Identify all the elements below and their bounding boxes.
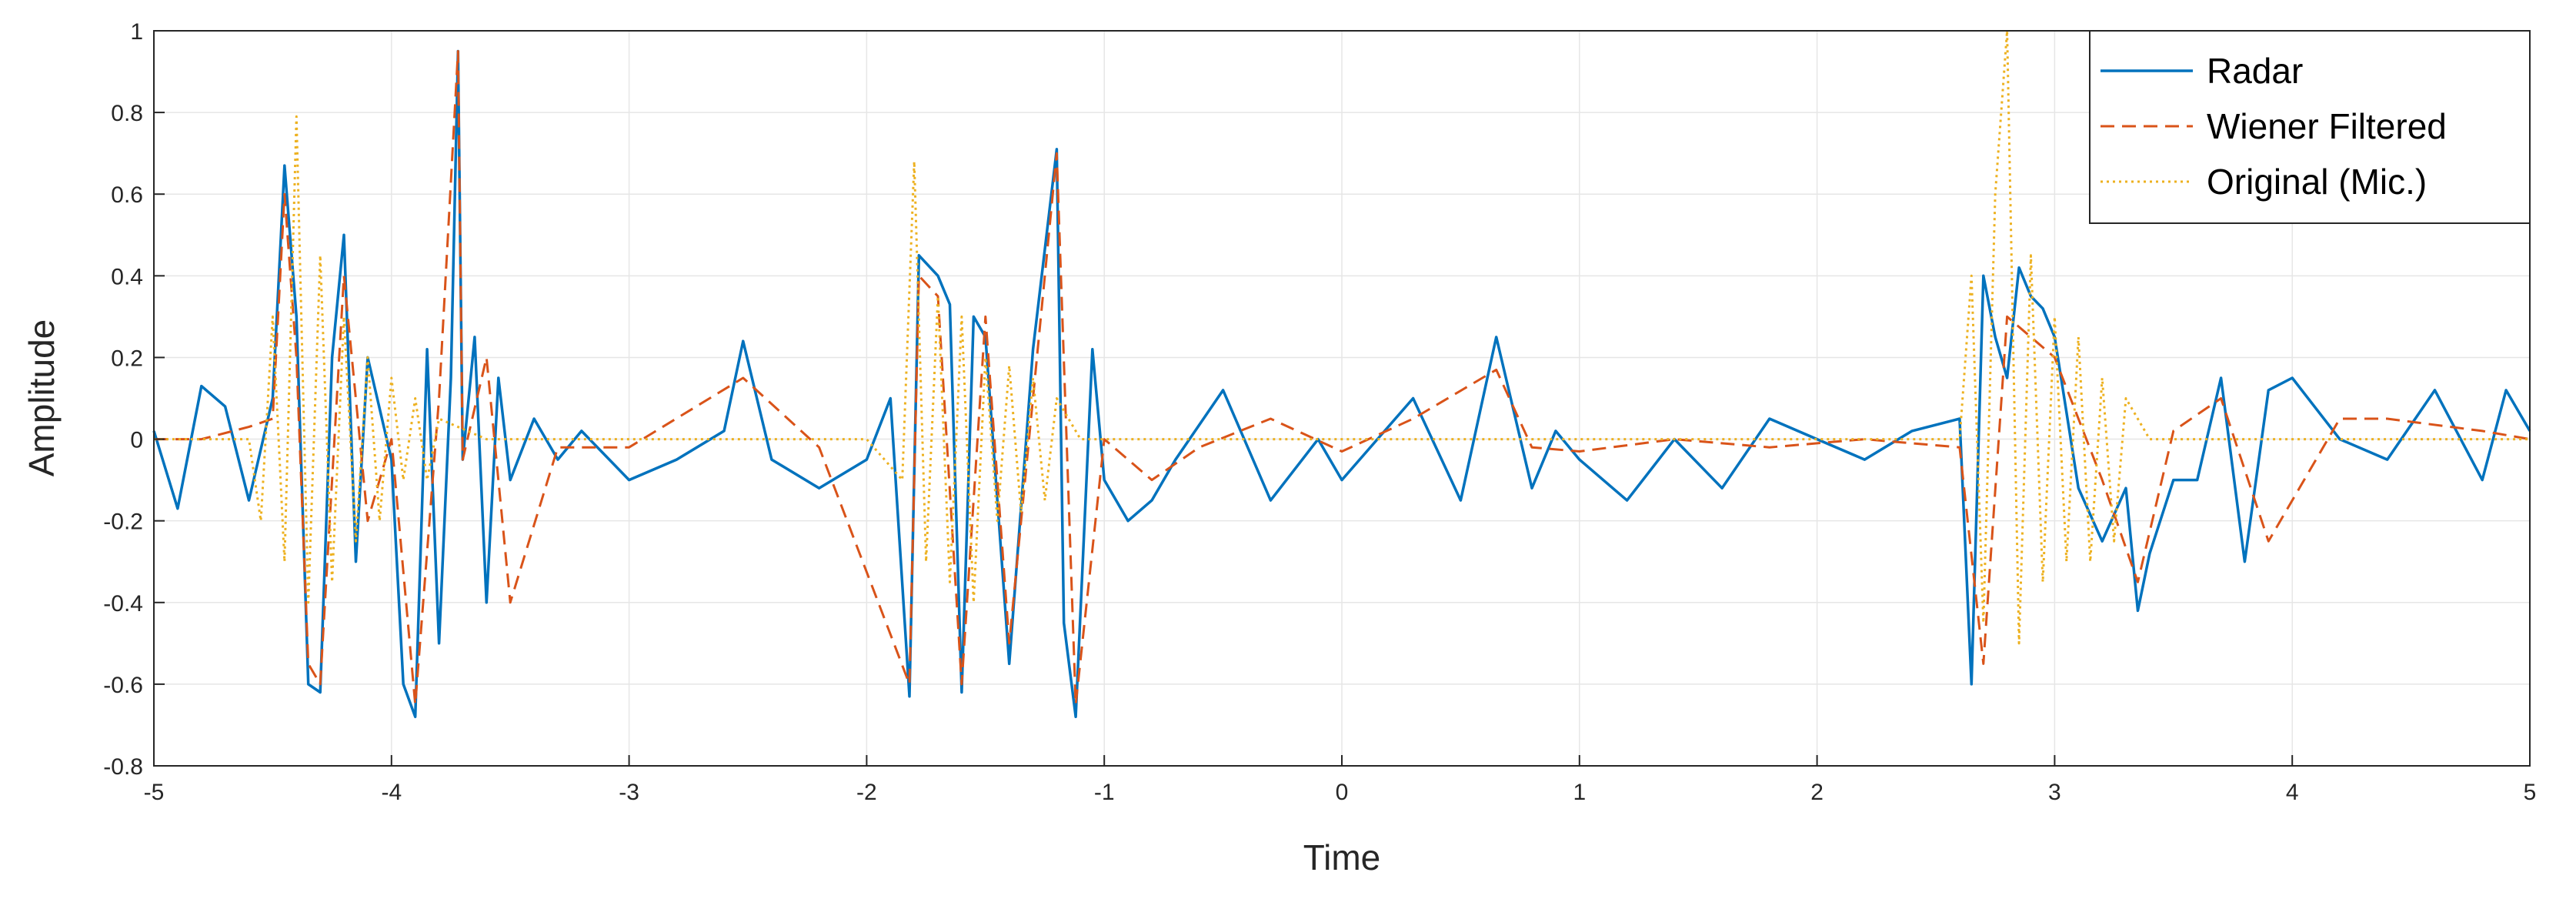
series-line-2 <box>154 50 2531 706</box>
x-tick-label: 1 <box>1573 780 1586 805</box>
y-tick-label: -0.8 <box>103 754 143 780</box>
x-tick-label: -4 <box>381 780 402 805</box>
y-tick-label: 0 <box>130 428 143 453</box>
x-tick-label: 5 <box>2524 780 2537 805</box>
legend: Radar Wiener Filtered Original (Mic.) <box>2089 30 2531 224</box>
x-tick-label: -1 <box>1094 780 1115 805</box>
legend-label-3: Original (Mic.) <box>2207 162 2427 202</box>
y-tick-label: 0.6 <box>111 182 143 208</box>
x-tick-label: 0 <box>1336 780 1349 805</box>
series-line-3 <box>154 29 2530 645</box>
x-tick-label: -5 <box>144 780 165 805</box>
legend-label-1: Radar <box>2207 51 2303 91</box>
y-tick-label: 0.4 <box>111 264 143 289</box>
x-tick-label: -2 <box>856 780 877 805</box>
x-tick-label: 4 <box>2286 780 2299 805</box>
x-tick-label: 2 <box>1810 780 1824 805</box>
legend-label-2: Wiener Filtered <box>2207 106 2447 146</box>
x-tick-label: -3 <box>619 780 639 805</box>
series-layer <box>152 29 2531 719</box>
y-tick-label: 0.8 <box>111 101 143 126</box>
y-tick-label: -0.6 <box>103 673 143 698</box>
y-tick-label: 1 <box>130 19 143 45</box>
legend-box <box>2089 30 2531 224</box>
y-tick-label: -0.2 <box>103 510 143 535</box>
x-axis-title: Time <box>1303 837 1381 877</box>
y-axis-title: Amplitude <box>22 319 62 477</box>
series-line-1 <box>152 49 2531 719</box>
y-tick-label: -0.4 <box>103 591 143 617</box>
ticks: -5 -4 -3 -2 -1 0 1 2 3 4 5 -0.8 -0.6 -0.4 -0.2 0 0.2 0.4 0… <box>103 19 2536 805</box>
y-tick-label: 0.2 <box>111 346 143 371</box>
x-tick-label: 3 <box>2048 780 2061 805</box>
